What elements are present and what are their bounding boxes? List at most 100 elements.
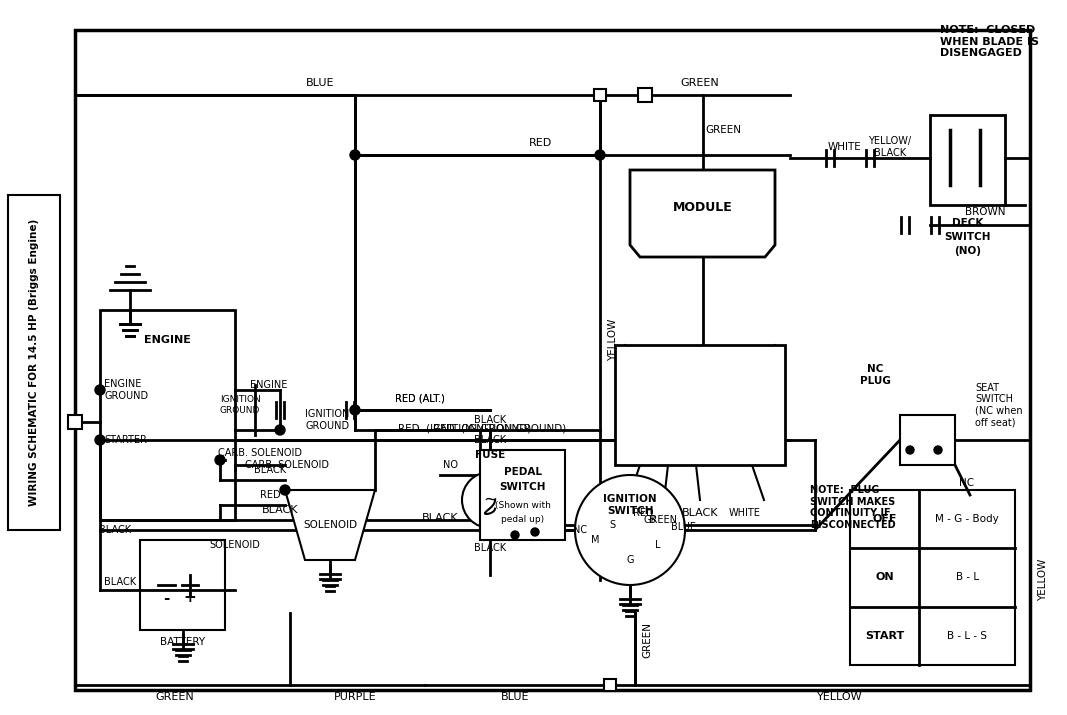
Text: DECK: DECK [952,218,983,228]
Text: MODULE: MODULE [672,201,732,214]
Text: +: + [184,591,196,606]
Text: ENGINE
GROUND: ENGINE GROUND [103,379,148,401]
Text: NOTE:  PLUG
SWITCH MAKES
CONTINUITY IF
DISCONNECTED: NOTE: PLUG SWITCH MAKES CONTINUITY IF DI… [810,485,895,530]
Text: RED (ALT.): RED (ALT.) [395,393,445,403]
Text: RED: RED [633,508,654,518]
Text: GREEN: GREEN [642,622,652,658]
Circle shape [934,446,942,454]
Text: BLUE: BLUE [306,78,334,88]
Text: BLACK: BLACK [99,525,131,535]
Circle shape [906,446,914,454]
Text: BLACK: BLACK [103,577,137,587]
Text: B - L: B - L [956,573,978,583]
Text: IGNITION
SWITCH: IGNITION SWITCH [603,494,657,516]
Text: BLACK: BLACK [474,415,506,425]
Text: (Shown with: (Shown with [495,500,551,510]
Bar [68,415,82,429]
Polygon shape [285,490,375,560]
Text: G: G [626,555,634,565]
Text: WIRING SCHEMATIC FOR 14.5 HP (Briggs Engine): WIRING SCHEMATIC FOR 14.5 HP (Briggs Eng… [29,218,39,506]
Bar [480,450,566,540]
Text: IGNITION
GROUND: IGNITION GROUND [220,395,260,415]
Bar [615,345,785,465]
Text: WHITE: WHITE [729,508,761,518]
Text: YELLOW: YELLOW [817,692,863,702]
Text: ENGINE: ENGINE [144,335,191,345]
Text: GREEN: GREEN [705,125,742,135]
Text: SOLENOID: SOLENOID [209,540,260,550]
Circle shape [595,150,605,160]
Text: BLUE: BLUE [500,692,529,702]
Text: NC: NC [959,478,974,488]
Text: NC: NC [573,525,587,535]
Text: SWITCH: SWITCH [499,482,545,492]
Bar [7,195,60,530]
Bar [604,679,616,691]
Text: B - L - S: B - L - S [947,631,987,641]
Text: BROWN: BROWN [965,207,1005,217]
Circle shape [214,455,225,465]
Polygon shape [630,170,775,257]
Circle shape [531,528,539,536]
Text: BLACK: BLACK [682,508,718,518]
Circle shape [575,475,685,585]
Text: RED  (IGNITION GROUND): RED (IGNITION GROUND) [433,423,567,433]
Text: BLACK: BLACK [474,435,506,445]
Text: ENGINE: ENGINE [250,380,287,390]
Bar [140,540,225,630]
Text: NC
PLUG: NC PLUG [860,364,891,386]
Text: START: START [865,631,904,641]
Text: RED  (IGNITION GROUND): RED (IGNITION GROUND) [398,423,531,433]
Text: IGNITION
GROUND: IGNITION GROUND [305,409,349,431]
Text: OFF: OFF [873,514,897,524]
Text: S: S [609,520,615,530]
Text: L: L [655,540,660,550]
Circle shape [350,150,360,160]
Bar [100,310,235,520]
Text: GREEN: GREEN [643,515,676,525]
Bar [930,115,1005,205]
Text: RED (ALT.): RED (ALT.) [395,393,445,403]
Text: FUSE: FUSE [475,450,505,460]
Bar [638,88,652,102]
Text: (NO): (NO) [954,246,981,256]
Text: RED: RED [528,138,552,148]
Text: WHITE: WHITE [828,142,862,152]
Text: GREEN: GREEN [156,692,194,702]
Circle shape [511,531,519,539]
Text: PURPLE: PURPLE [334,692,377,702]
Circle shape [95,435,105,445]
Text: SOLENOID: SOLENOID [303,520,357,530]
Bar [850,490,1015,665]
Bar [75,30,1030,690]
Circle shape [95,385,105,395]
Text: BATTERY: BATTERY [160,637,205,647]
Text: NO: NO [443,460,458,470]
Text: pedal up): pedal up) [500,516,544,525]
Text: BLACK: BLACK [474,543,506,553]
Text: YELLOW: YELLOW [1038,559,1048,601]
Text: GREEN: GREEN [681,78,719,88]
Text: SWITCH: SWITCH [944,232,991,242]
Circle shape [350,405,360,415]
Text: RED: RED [259,490,281,500]
Text: BLACK: BLACK [261,505,299,515]
Circle shape [462,472,517,528]
Text: -: - [163,591,170,606]
Text: BLACK: BLACK [254,465,286,475]
Text: CARB. SOLENOID: CARB. SOLENOID [245,460,329,470]
Text: BLACK: BLACK [421,513,458,523]
Text: PEDAL: PEDAL [504,467,541,477]
Text: BLUE: BLUE [670,522,696,532]
Bar [899,415,955,465]
Text: NOTE:  CLOSED
WHEN BLADE IS
DISENGAGED: NOTE: CLOSED WHEN BLADE IS DISENGAGED [940,25,1039,58]
Text: M: M [591,535,600,545]
Text: YELLOW/
BLACK: YELLOW/ BLACK [869,136,911,158]
Text: M - G - Body: M - G - Body [936,514,999,524]
Text: SEAT
SWITCH
(NC when
off seat): SEAT SWITCH (NC when off seat) [975,383,1022,428]
Bar [594,89,606,101]
Text: ~: ~ [483,491,497,509]
Text: B: B [649,515,655,525]
Text: ON: ON [875,573,894,583]
Circle shape [275,425,285,435]
